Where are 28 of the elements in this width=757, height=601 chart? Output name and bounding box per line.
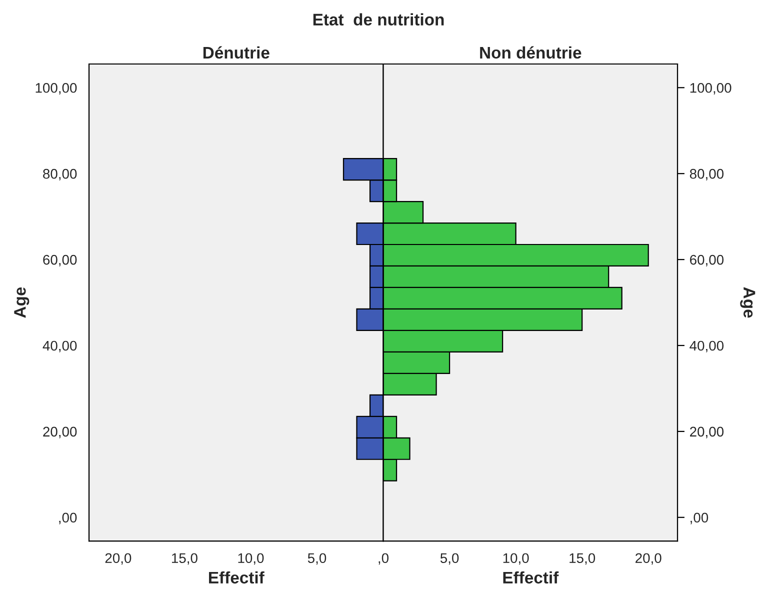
chart-subtitle: Non dénutrie bbox=[480, 46, 582, 59]
x-tick-label: 15,0 bbox=[570, 553, 596, 565]
x-tick-label: 10,0 bbox=[238, 553, 264, 565]
chart-subtitle: Dénutrie bbox=[203, 46, 270, 59]
y-tick-label: ,00 bbox=[690, 512, 708, 524]
x-tick-label: 5,0 bbox=[440, 553, 459, 565]
x-tick-label: 20,0 bbox=[636, 553, 662, 565]
y-tick-label: 80,00 bbox=[43, 168, 77, 180]
y-tick-label: 60,00 bbox=[43, 254, 77, 266]
y-tick-label: 20,00 bbox=[43, 426, 77, 438]
x-tick-label: 5,0 bbox=[308, 553, 326, 565]
y-tick-label: 100,00 bbox=[690, 82, 732, 94]
chart-title: Etat de nutrition bbox=[313, 13, 444, 26]
y-tick-label: ,00 bbox=[59, 512, 77, 524]
y-axis-title: Age bbox=[14, 287, 30, 318]
y-tick-label: 80,00 bbox=[690, 168, 724, 180]
x-tick-label: 20,0 bbox=[105, 553, 132, 565]
y-tick-label: 60,00 bbox=[690, 254, 724, 266]
y-tick-label: 40,00 bbox=[42, 340, 77, 352]
y-axis-title: Age bbox=[740, 287, 756, 318]
x-tick-label: 15,0 bbox=[172, 553, 198, 565]
x-tick-label: ,0 bbox=[378, 553, 389, 565]
x-axis-title: Effectif bbox=[503, 571, 559, 584]
x-tick-label: 10,0 bbox=[503, 553, 529, 565]
y-tick-label: 40,00 bbox=[690, 340, 724, 352]
y-tick-label: 20,00 bbox=[690, 426, 724, 438]
x-axis-title: Effectif bbox=[209, 571, 264, 584]
y-tick-label: 100,00 bbox=[36, 82, 77, 94]
